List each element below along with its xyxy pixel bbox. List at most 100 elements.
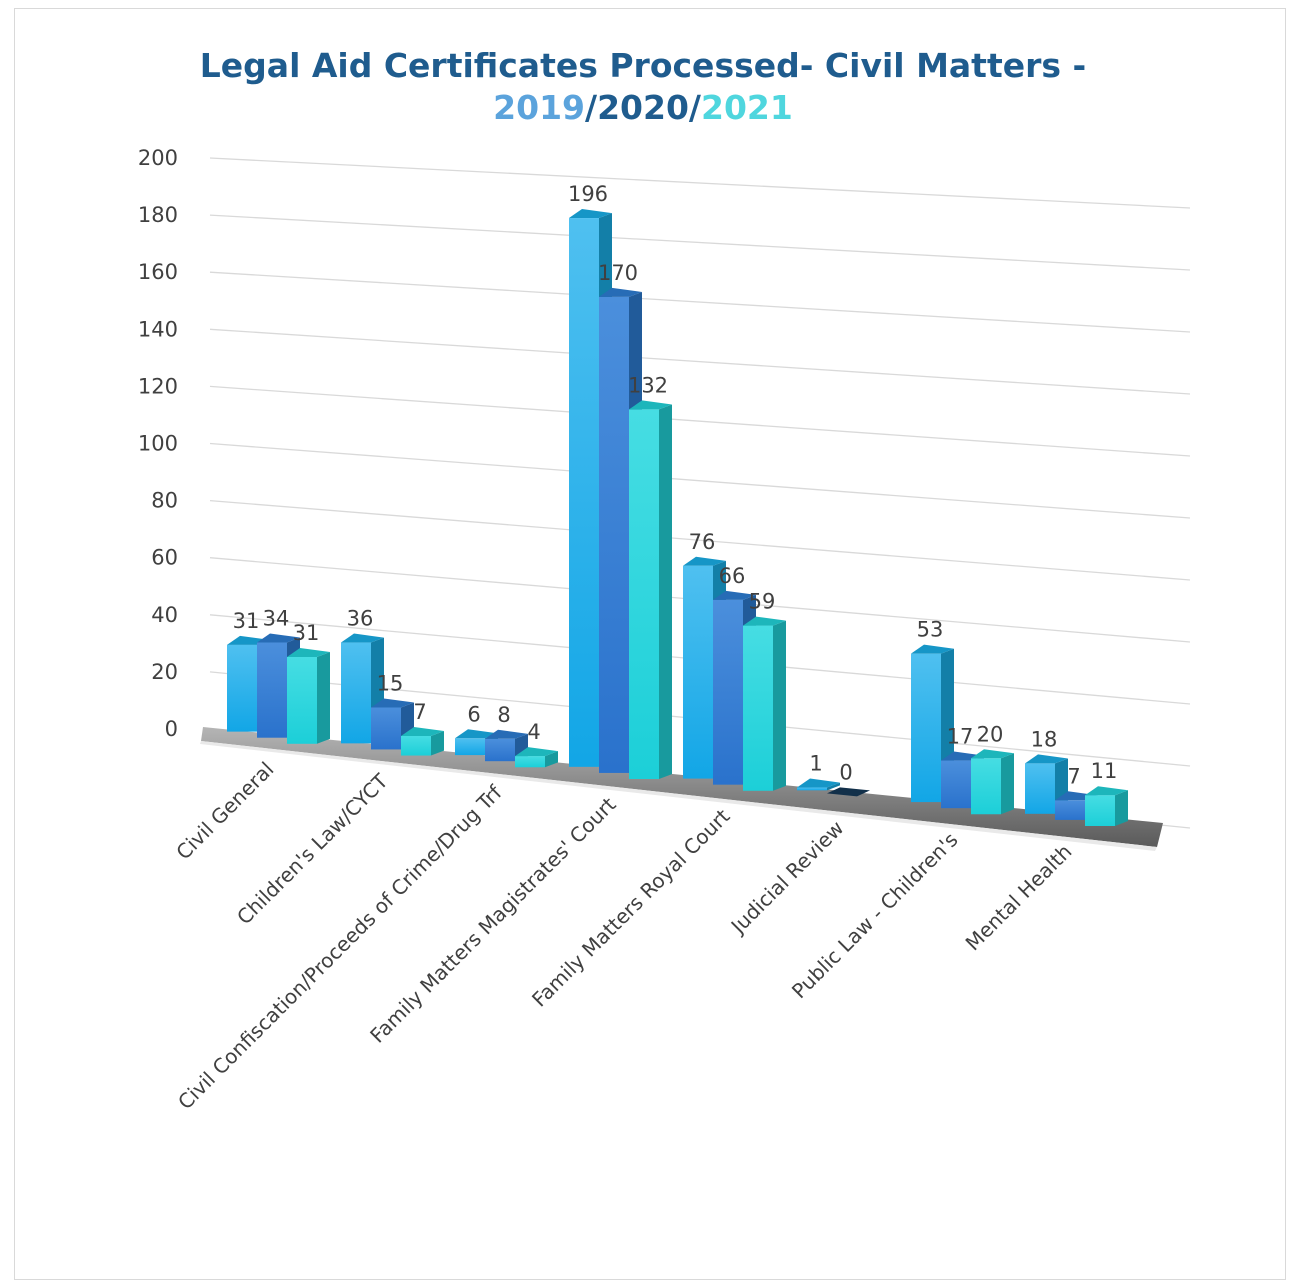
data-label: 31 [233, 609, 260, 633]
bar-top [971, 749, 1014, 759]
floor-edge [200, 741, 1157, 851]
bar-top [683, 556, 726, 566]
y-tick-label: 180 [138, 203, 178, 227]
bar-top [713, 590, 756, 600]
bar [371, 707, 401, 750]
bar [287, 656, 317, 744]
category-label: Judicial Review [725, 816, 849, 940]
y-tick-label: 160 [138, 260, 178, 284]
bar-top [599, 287, 642, 297]
y-tick-label: 100 [138, 432, 178, 456]
title-year-part: / [585, 88, 598, 127]
y-tick-label: 120 [138, 374, 178, 398]
data-label: 18 [1031, 727, 1058, 751]
title-year-part: 2019 [493, 88, 585, 127]
gridline [209, 214, 1191, 271]
data-label: 17 [947, 725, 974, 749]
bar-side [773, 620, 786, 791]
data-label: 36 [347, 607, 374, 631]
data-label: 7 [1067, 764, 1080, 788]
chart-floor [200, 727, 1163, 851]
bar [743, 625, 773, 791]
bar-side [659, 404, 672, 780]
chart-frame: 0 20 40 60 80 100 120 140 160 180 200 31 34 31 36 15 7 6… [14, 8, 1286, 1280]
bar-top [629, 400, 672, 410]
bar [971, 758, 1001, 815]
bar [515, 756, 545, 768]
bar-top [743, 616, 786, 626]
bar-side [431, 730, 444, 756]
bar [629, 409, 659, 780]
bar [1085, 795, 1115, 826]
bar [1055, 800, 1085, 820]
data-label: 6 [467, 702, 480, 726]
bar [599, 296, 629, 773]
chart-title: Legal Aid Certificates Processed- Civil … [200, 46, 1086, 85]
data-label: 7 [413, 700, 426, 724]
data-label: 0 [839, 760, 852, 784]
data-label: 31 [293, 621, 320, 645]
data-label: 8 [497, 703, 510, 727]
bar-top [1025, 754, 1068, 764]
y-tick-label: 200 [138, 146, 178, 170]
bar-top [401, 726, 444, 736]
bar-top [257, 633, 300, 643]
category-label: Mental Health [961, 839, 1077, 955]
bar [683, 565, 713, 779]
bar-top [797, 778, 840, 788]
bar-top [569, 209, 612, 219]
bar [455, 738, 485, 756]
bar [797, 787, 827, 791]
y-tick-label: 80 [151, 489, 178, 513]
data-label: 15 [377, 671, 404, 695]
bar-top [911, 644, 954, 654]
data-label: 66 [719, 564, 746, 588]
bar-top [341, 633, 384, 643]
gridline [209, 271, 1191, 333]
bar-side [545, 751, 558, 768]
bar-top [287, 647, 330, 657]
data-label: 170 [598, 261, 638, 285]
data-label: 34 [263, 607, 290, 631]
category-label: Family Matters Royal Court [527, 804, 735, 1012]
bar-side [317, 652, 330, 744]
gridline [209, 328, 1191, 395]
y-tick-label: 60 [151, 546, 178, 570]
gridline [209, 385, 1191, 457]
gridline [209, 157, 1191, 209]
bar-top [371, 698, 414, 708]
bar-side [1001, 753, 1014, 815]
bar [911, 653, 941, 803]
bar [485, 738, 515, 762]
y-tick-label: 140 [138, 317, 178, 341]
bar-side [1115, 790, 1128, 826]
data-label: 59 [749, 590, 776, 614]
bar [713, 599, 743, 785]
gridline [209, 442, 1191, 519]
bar-top [455, 729, 498, 739]
gridline [209, 499, 1191, 581]
title-year-part: 2021 [701, 88, 793, 127]
y-axis: 0 20 40 60 80 100 120 140 160 180 200 [138, 146, 178, 741]
data-label: 76 [689, 530, 716, 554]
bar [401, 735, 431, 756]
data-label: 53 [917, 618, 944, 642]
bar-side [827, 782, 840, 791]
data-label: 11 [1091, 759, 1118, 783]
bars [227, 209, 1128, 826]
data-label: 1 [809, 752, 822, 776]
y-tick-label: 40 [151, 603, 178, 627]
category-label: Civil General [171, 757, 278, 864]
bar-top [515, 747, 558, 757]
bar [941, 760, 971, 809]
bar [1025, 763, 1055, 814]
floor-surface [201, 727, 1163, 847]
data-label: 20 [977, 722, 1004, 746]
bar [341, 642, 371, 744]
bar-top [485, 729, 528, 739]
data-label: 132 [628, 373, 668, 397]
title-year-part: / [689, 88, 702, 127]
bar-top [827, 787, 870, 797]
bar [257, 642, 287, 738]
